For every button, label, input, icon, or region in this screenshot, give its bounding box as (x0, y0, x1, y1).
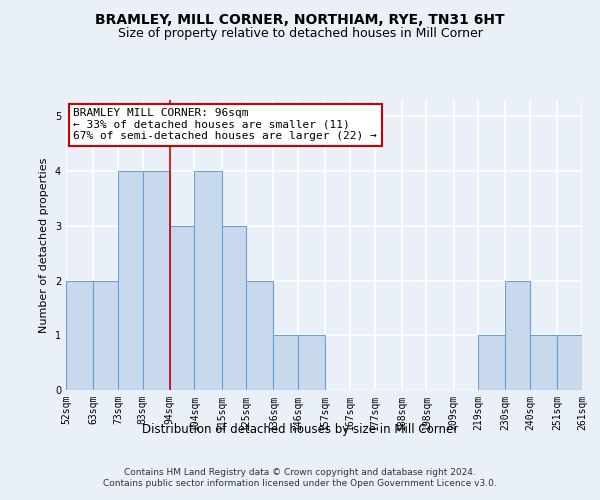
Bar (505, 280, 530, 390)
Text: Distribution of detached houses by size in Mill Corner: Distribution of detached houses by size … (142, 422, 458, 436)
Text: Size of property relative to detached houses in Mill Corner: Size of property relative to detached ho… (118, 28, 482, 40)
Bar (221, 226, 246, 390)
Bar (530, 336, 557, 390)
Text: BRAMLEY, MILL CORNER, NORTHIAM, RYE, TN31 6HT: BRAMLEY, MILL CORNER, NORTHIAM, RYE, TN3… (95, 12, 505, 26)
Bar (298, 336, 325, 390)
Bar (194, 171, 221, 390)
Bar (478, 336, 505, 390)
Text: Contains HM Land Registry data © Crown copyright and database right 2024.
Contai: Contains HM Land Registry data © Crown c… (103, 468, 497, 487)
Bar (246, 280, 274, 390)
Bar (66, 280, 93, 390)
Bar (170, 226, 194, 390)
Bar (93, 280, 118, 390)
Y-axis label: Number of detached properties: Number of detached properties (40, 158, 49, 332)
Bar (274, 336, 298, 390)
Bar (143, 171, 170, 390)
Text: BRAMLEY MILL CORNER: 96sqm
← 33% of detached houses are smaller (11)
67% of semi: BRAMLEY MILL CORNER: 96sqm ← 33% of deta… (73, 108, 377, 142)
Bar (118, 171, 143, 390)
Bar (557, 336, 582, 390)
